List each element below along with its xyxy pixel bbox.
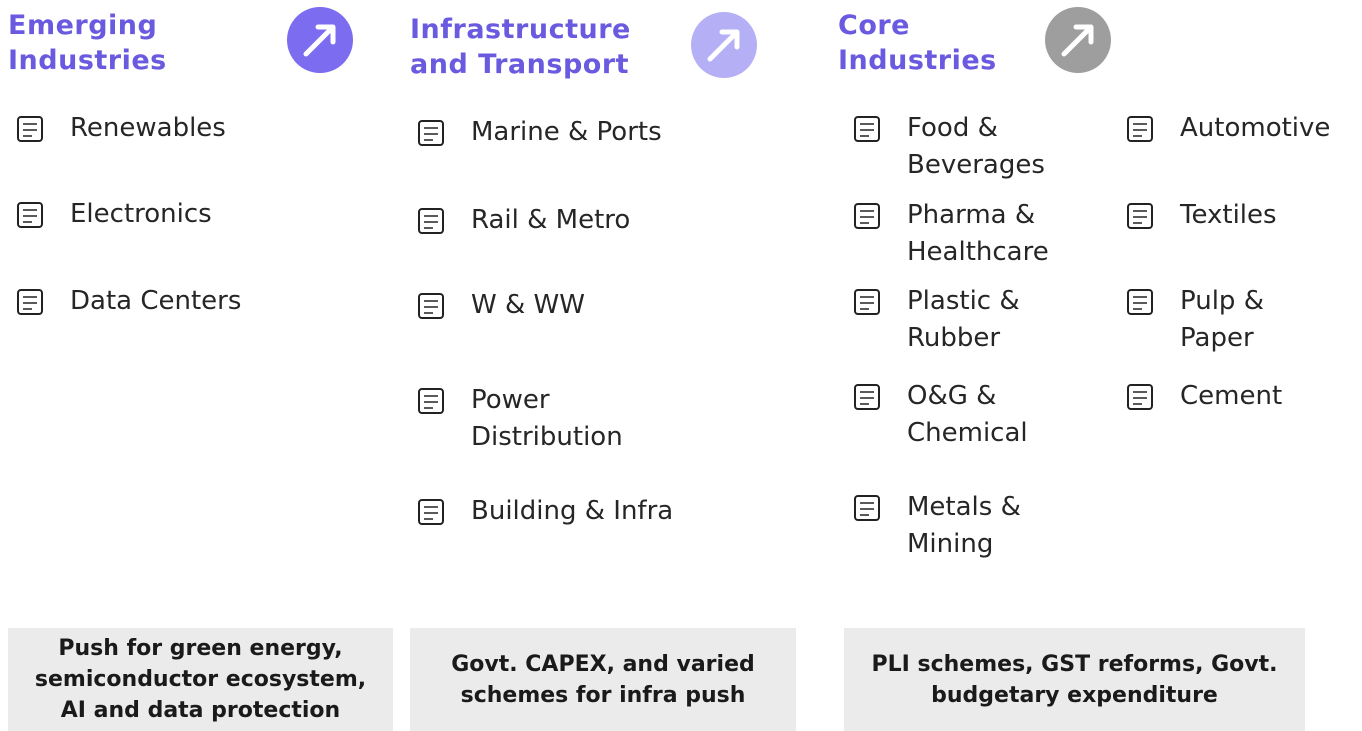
industry-label: Pharma &	[907, 200, 1036, 230]
arrow-badge	[1045, 7, 1111, 73]
driver-text: budgetary expenditure	[931, 682, 1218, 708]
driver-box: Govt. CAPEX, and varied schemes for infra…	[410, 628, 796, 731]
industry-icon	[17, 116, 43, 142]
industry-label: Marine & Ports	[471, 117, 662, 147]
industry-icon	[17, 289, 43, 315]
industry-label: Automotive	[1180, 113, 1331, 143]
industry-label: Renewables	[70, 113, 226, 143]
column-title: Industries	[8, 45, 167, 76]
industry-label: Building & Infra	[471, 496, 674, 526]
industry-icon	[1127, 116, 1153, 142]
industry-label: Rubber	[907, 323, 1001, 353]
driver-text: AI and data protection	[60, 698, 341, 723]
industry-label: Metals &	[907, 492, 1021, 522]
industry-label: Electronics	[70, 199, 212, 229]
industry-label: Mining	[907, 529, 994, 559]
industry-icon	[418, 388, 444, 414]
industry-label: Distribution	[471, 422, 623, 452]
industry-label: Paper	[1180, 323, 1254, 353]
arrow-badge	[287, 7, 353, 73]
industry-icon	[418, 293, 444, 319]
driver-text: Govt. CAPEX, and varied	[451, 651, 755, 677]
industry-label: Cement	[1180, 381, 1283, 411]
industry-label: Textiles	[1180, 200, 1277, 230]
column-title: Core	[838, 10, 910, 41]
industry-icon	[1127, 289, 1153, 315]
industry-label: Chemical	[907, 418, 1028, 448]
industry-icon	[418, 499, 444, 525]
column-title: Infrastructure	[410, 14, 631, 45]
industry-icon	[418, 208, 444, 234]
industry-label: Healthcare	[907, 237, 1049, 267]
industry-label: Power	[471, 385, 550, 415]
industry-icon	[418, 120, 444, 146]
driver-text: schemes for infra push	[460, 682, 746, 708]
industry-icon	[1127, 203, 1153, 229]
industry-icon	[854, 203, 880, 229]
driver-text: semiconductor ecosystem,	[34, 667, 367, 692]
arrow-badge	[691, 12, 757, 78]
driver-box: Push for green energy, semiconductor ecos…	[8, 628, 393, 731]
industry-icon	[854, 495, 880, 521]
industry-label: O&G &	[907, 381, 997, 411]
driver-text: PLI schemes, GST reforms, Govt.	[871, 651, 1278, 677]
industry-label: W & WW	[471, 290, 585, 320]
industry-label: Pulp &	[1180, 286, 1264, 316]
column-title: Emerging	[8, 10, 158, 41]
industry-icon	[854, 289, 880, 315]
industry-icon	[854, 384, 880, 410]
industry-label: Data Centers	[70, 286, 242, 316]
industry-icon	[17, 202, 43, 228]
industry-icon	[854, 116, 880, 142]
column-title: Industries	[838, 45, 997, 76]
industry-label: Beverages	[907, 150, 1045, 180]
industry-label: Plastic &	[907, 286, 1020, 316]
driver-text: Push for green energy,	[58, 636, 343, 661]
industry-label: Rail & Metro	[471, 205, 631, 235]
driver-box: PLI schemes, GST reforms, Govt. budgetary…	[844, 628, 1305, 731]
industry-label: Food &	[907, 113, 998, 143]
industry-icon	[1127, 384, 1153, 410]
column-title: and Transport	[410, 49, 630, 80]
